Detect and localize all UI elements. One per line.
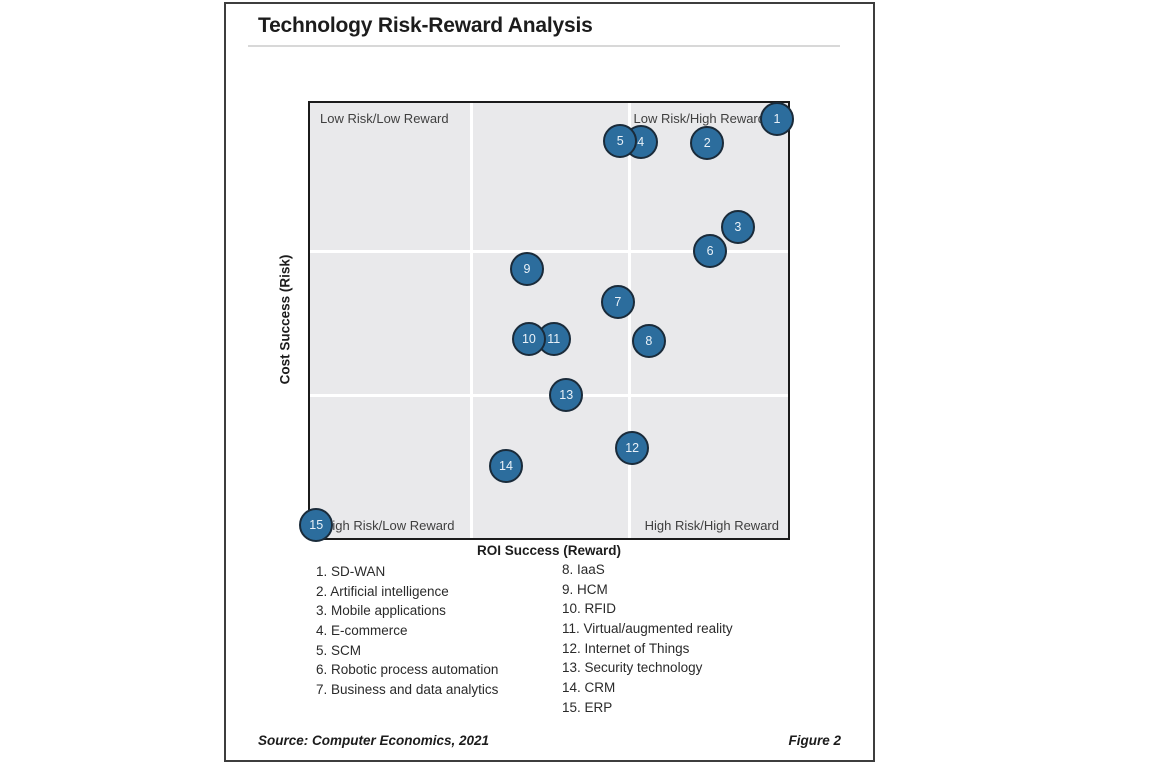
legend-item-14: 14. CRM — [562, 680, 616, 696]
bubble-10: 10 — [511, 322, 546, 357]
legend-item-3: 3. Mobile applications — [316, 603, 446, 619]
bubble-6: 6 — [693, 233, 728, 268]
legend-item-12: 12. Internet of Things — [562, 640, 690, 656]
bubble-14: 14 — [488, 448, 523, 483]
legend-item-15: 15. ERP — [562, 699, 613, 715]
legend-item-7: 7. Business and data analytics — [316, 682, 499, 698]
figure-title: Technology Risk-Reward Analysis — [258, 14, 593, 37]
gridline-vertical-2 — [627, 103, 631, 538]
legend-item-2: 2. Artificial intelligence — [316, 583, 449, 599]
y-axis-title: Cost Success (Risk) — [277, 254, 293, 385]
quadrant-label-high-risk-low-reward: High Risk/Low Reward — [323, 518, 455, 533]
source-note: Source: Computer Economics, 2021 — [258, 733, 490, 748]
legend-column-right: 8. IaaS 9. HCM 10. RFID 11. Virtual/augment… — [562, 562, 733, 720]
legend-item-13: 13. Security technology — [562, 660, 703, 676]
gridline-vertical-1 — [469, 103, 473, 538]
bubble-3: 3 — [720, 209, 755, 244]
quadrant-label-low-risk-high-reward: Low Risk/High Reward — [633, 111, 766, 126]
bubble-8: 8 — [631, 323, 666, 358]
bubble-2: 2 — [690, 126, 725, 161]
bubble-12: 12 — [615, 430, 650, 465]
bubble-5: 5 — [603, 123, 638, 158]
legend-item-5: 5. SCM — [316, 642, 362, 658]
title-divider — [248, 45, 840, 47]
legend-item-8: 8. IaaS — [562, 562, 605, 577]
legend-item-9: 9. HCM — [562, 581, 608, 597]
figure-number: Figure 2 — [788, 733, 841, 748]
bubble-13: 13 — [549, 377, 584, 412]
bubble-15: 15 — [299, 507, 334, 542]
plot-area: Low Risk/Low Reward Low Risk/High Reward… — [299, 101, 794, 542]
legend-item-11: 11. Virtual/augmented reality — [562, 621, 733, 637]
gridline-horizontal-1 — [310, 249, 788, 253]
legend-item-6: 6. Robotic process automation — [316, 662, 499, 678]
legend-item-4: 4. E-commerce — [316, 623, 408, 639]
gridline-horizontal-2 — [310, 393, 788, 397]
bubble-9: 9 — [510, 252, 544, 287]
quadrant-label-low-risk-low-reward: Low Risk/Low Reward — [320, 111, 449, 126]
figure-frame: Technology Risk-Reward Analysis Cost Suc… — [224, 2, 875, 762]
bubble-7: 7 — [600, 284, 635, 319]
legend-item-10: 10. RFID — [562, 601, 617, 617]
legend-column-left: 1. SD-WAN 2. Artificial intelligence 3. Mo… — [316, 564, 498, 702]
x-axis-title: ROI Success (Reward) — [476, 543, 622, 558]
quadrant-label-high-risk-high-reward: High Risk/High Reward — [644, 518, 779, 533]
legend-item-1: 1. SD-WAN — [316, 564, 386, 579]
bubble-1: 1 — [760, 102, 794, 137]
